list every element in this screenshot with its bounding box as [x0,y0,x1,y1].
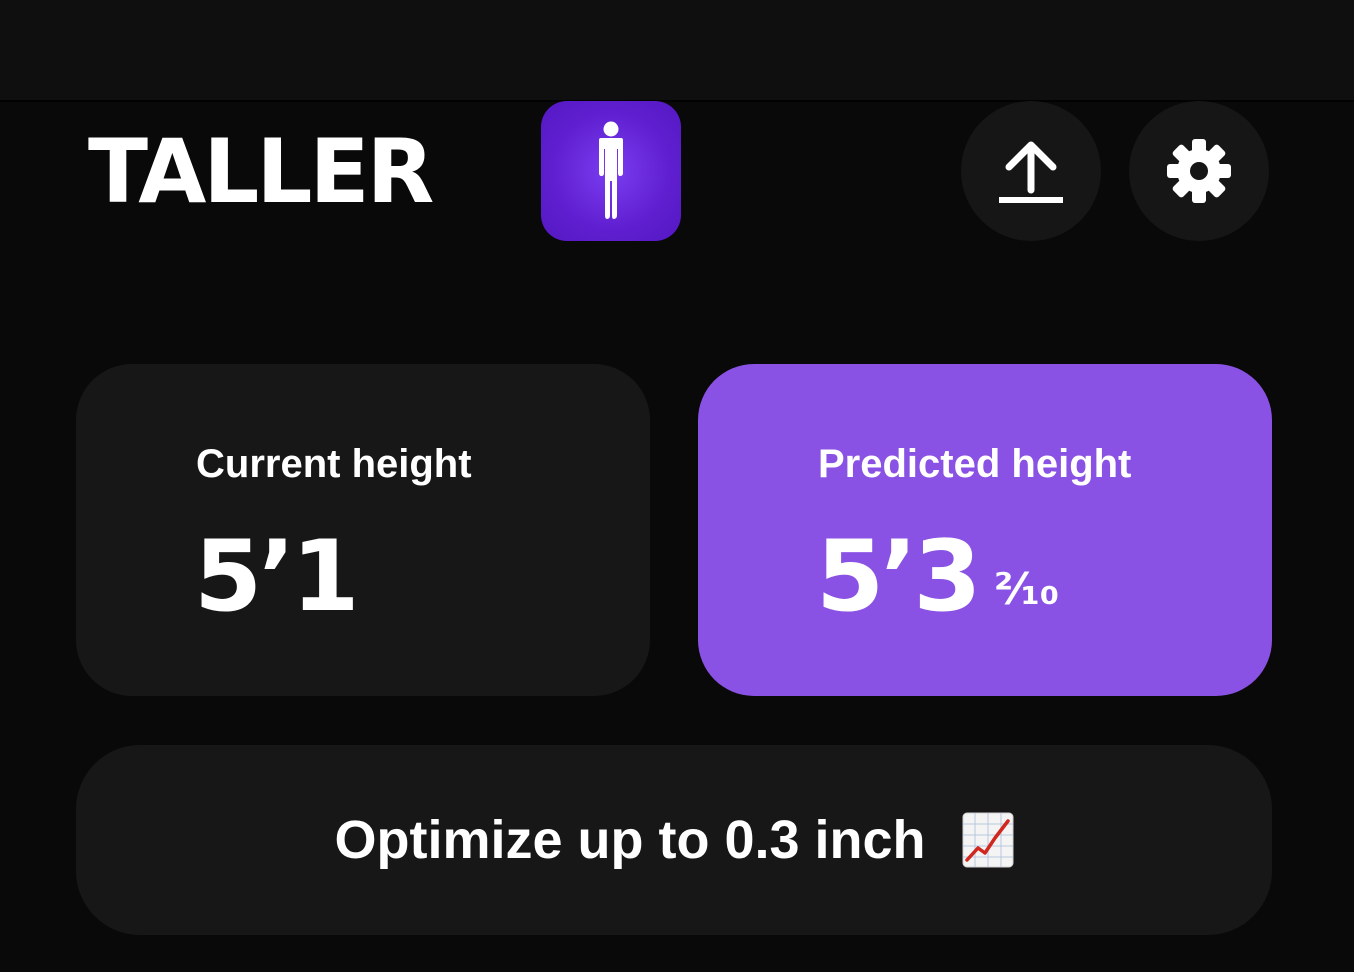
current-height-card[interactable]: Current height 5’1 [76,364,650,696]
settings-button[interactable] [1129,101,1269,241]
current-height-label: Current height [196,442,472,486]
predicted-height-label: Predicted height [818,442,1132,486]
upload-button[interactable] [961,101,1101,241]
gear-icon [1167,139,1231,203]
app-logo [541,101,681,241]
person-standing-icon [599,121,623,219]
status-bar-area [0,0,1354,102]
chart-increasing-icon [962,812,1014,868]
predicted-height-card[interactable]: Predicted height 5’3 ²⁄₁₀ [698,364,1272,696]
current-height-value: 5’1 [194,520,360,634]
upload-icon [999,141,1063,203]
optimize-label: Optimize up to 0.3 inch [334,810,926,870]
predicted-height-value: 5’3 [816,520,982,634]
app-title: TALLER [88,120,434,223]
optimize-button[interactable]: Optimize up to 0.3 inch [76,745,1272,935]
predicted-height-fraction: ²⁄₁₀ [994,564,1060,615]
